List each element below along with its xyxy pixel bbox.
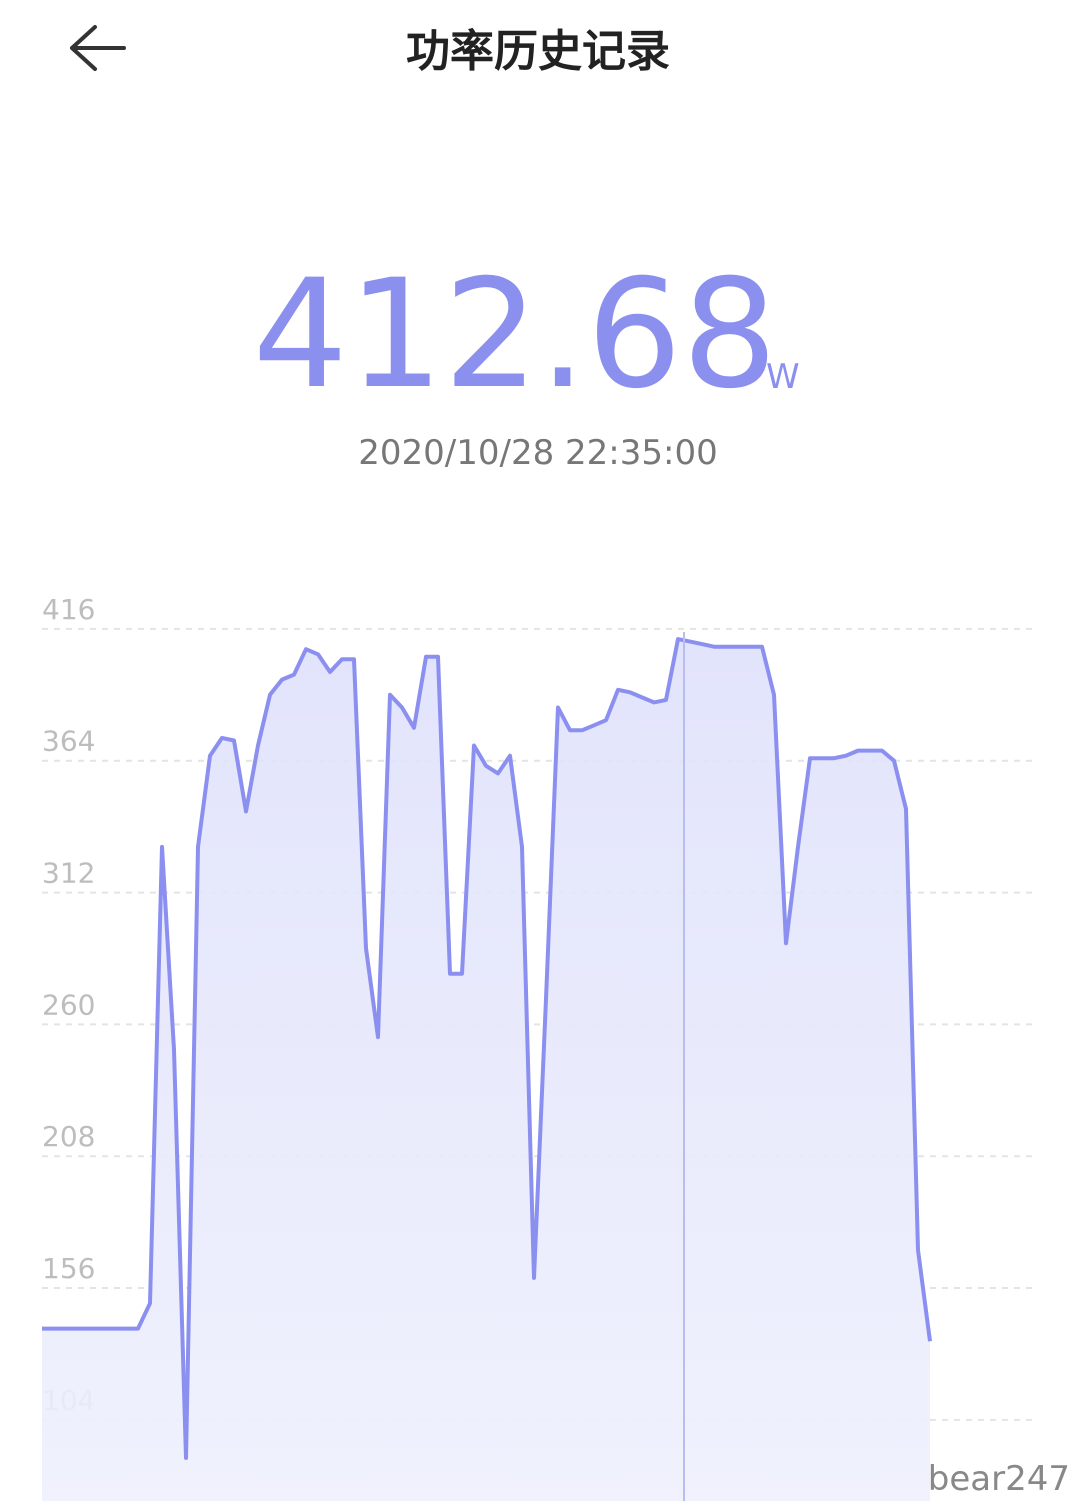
- back-button[interactable]: [70, 25, 126, 71]
- power-value: 412.68: [253, 248, 778, 422]
- watermark: bear247: [928, 1459, 1070, 1499]
- area: [42, 639, 930, 1501]
- line: [42, 637, 932, 1460]
- y-tick-label: 156: [42, 1252, 95, 1285]
- power-unit: W: [766, 357, 800, 397]
- y-tick-label: 364: [42, 725, 95, 758]
- timestamp: 2020/10/28 22:35:00: [358, 433, 717, 473]
- y-tick-label: 260: [42, 988, 95, 1021]
- back-arrow: [70, 25, 126, 71]
- page-title: 功率历史记录: [406, 26, 670, 77]
- plot: 104156208260312364416: [42, 593, 1035, 1501]
- y-tick-label: 208: [42, 1120, 95, 1153]
- y-tick-label: 312: [42, 857, 95, 890]
- y-tick-label: 416: [42, 593, 95, 626]
